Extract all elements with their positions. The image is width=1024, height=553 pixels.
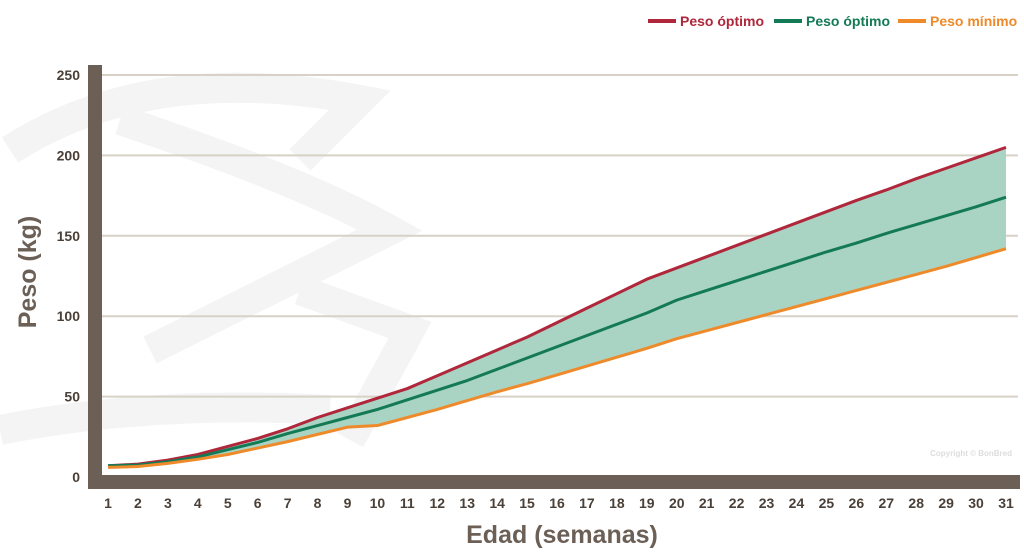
y-tick-label: 250 [57,67,81,83]
x-tick-label: 7 [284,495,292,511]
y-tick-label: 0 [72,469,80,485]
series-line-2 [107,247,1007,469]
x-tick-label: 29 [938,495,954,511]
x-tick-label: 15 [519,495,535,511]
x-axis-bar [88,475,1020,489]
x-tick-label: 21 [699,495,715,511]
legend-label: Peso óptimo [680,13,764,29]
legend-label: Peso mínimo [930,13,1017,29]
x-tick-label: 19 [639,495,655,511]
x-tick-label: 30 [968,495,984,511]
x-tick-label: 2 [134,495,142,511]
x-tick-label: 5 [224,495,232,511]
y-tick-label: 50 [64,389,80,405]
y-tick-label: 200 [57,147,81,163]
gridlines [102,74,1018,398]
x-tick-label: 17 [579,495,595,511]
x-tick-label: 8 [314,495,322,511]
x-tick-label: 31 [998,495,1014,511]
x-tick-label: 13 [459,495,475,511]
x-tick-label: 3 [164,495,172,511]
series-line-1 [107,195,1007,468]
x-tick-label: 23 [759,495,775,511]
legend-label: Peso óptimo [806,13,890,29]
y-tick-label: 150 [57,228,81,244]
x-tick-label: 22 [729,495,745,511]
x-tick-label: 20 [669,495,685,511]
x-tick-label: 4 [194,495,202,511]
x-tick-label: 14 [489,495,505,511]
copyright-watermark: Copyright © BonBred [930,449,1012,458]
x-tick-label: 27 [878,495,894,511]
y-tick-label: 100 [57,308,81,324]
x-tick-label: 24 [789,495,805,511]
background-watermark-logo [0,72,432,448]
x-tick-label: 18 [609,495,625,511]
x-axis-title: Edad (semanas) [466,521,658,549]
x-tick-label: 12 [429,495,445,511]
x-tick-label: 28 [908,495,924,511]
x-tick-label: 1 [104,495,112,511]
legend: Peso óptimo Peso óptimo Peso mínimo [648,13,1017,29]
series-line-0 [107,145,1007,468]
x-tick-label: 25 [819,495,835,511]
x-tick-label: 10 [370,495,386,511]
x-tick-label: 26 [849,495,865,511]
y-axis-bar [88,65,102,489]
x-tick-label: 6 [254,495,262,511]
y-axis-title: Peso (kg) [14,216,42,329]
x-tick-label: 11 [400,495,415,511]
x-tick-label: 9 [344,495,352,511]
x-tick-label: 16 [549,495,565,511]
